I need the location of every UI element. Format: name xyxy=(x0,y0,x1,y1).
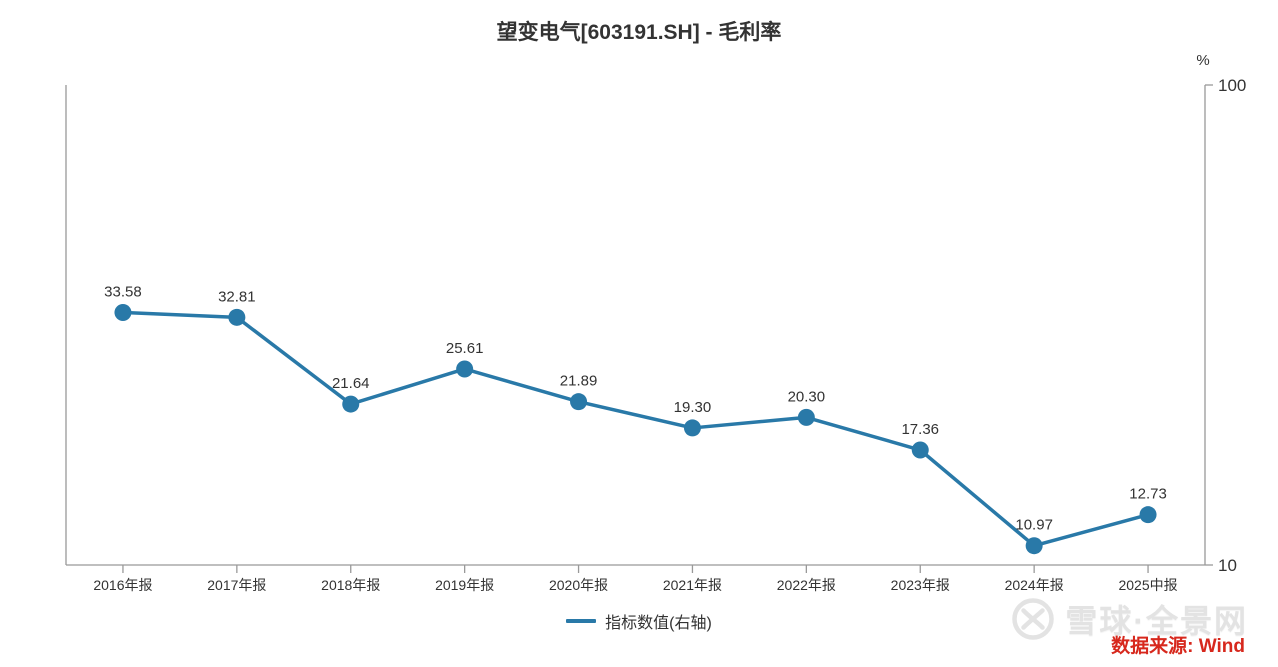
data-point[interactable] xyxy=(228,308,246,326)
x-axis-tick-label: 2016年报 xyxy=(93,577,152,593)
data-point[interactable] xyxy=(570,393,588,411)
series-line[interactable] xyxy=(121,310,1150,548)
x-axis-tick-label: 2023年报 xyxy=(891,577,950,593)
data-point-label: 20.30 xyxy=(788,388,826,405)
x-axis-tick-label: 2017年报 xyxy=(207,577,266,593)
data-point-label: 32.81 xyxy=(218,288,256,305)
legend-line-swatch xyxy=(566,619,597,623)
data-point-label: 17.36 xyxy=(901,421,939,438)
data-point[interactable] xyxy=(1139,506,1157,524)
data-point-label: 12.73 xyxy=(1129,486,1167,503)
data-point[interactable] xyxy=(683,419,701,437)
data-point[interactable] xyxy=(797,408,815,426)
data-point-label: 21.64 xyxy=(332,375,370,392)
data-point[interactable] xyxy=(911,441,929,459)
data-point-label: 10.97 xyxy=(1015,517,1053,534)
chart-title: 望变电气[603191.SH] - 毛利率 xyxy=(496,21,782,44)
data-point[interactable] xyxy=(456,360,474,378)
data-point-label: 19.30 xyxy=(674,399,712,416)
legend-label: 指标数值(右轴) xyxy=(605,615,712,632)
x-axis-tick-label: 2020年报 xyxy=(549,577,608,593)
data-source: 数据来源: Wind xyxy=(1111,636,1245,657)
legend-item[interactable]: 指标数值(右轴) xyxy=(566,609,712,633)
legend: 指标数值(右轴) xyxy=(0,609,1278,633)
x-axis-tick-label: 2024年报 xyxy=(1005,577,1064,593)
x-axis-tick-label: 2025中报 xyxy=(1118,577,1177,593)
x-axis-tick-label: 2019年报 xyxy=(435,577,494,593)
data-point-label: 21.89 xyxy=(560,373,598,390)
data-point[interactable] xyxy=(114,303,132,321)
data-point-label: 33.58 xyxy=(104,283,142,300)
x-axis-tick-label: 2018年报 xyxy=(321,577,380,593)
data-point-label: 25.61 xyxy=(446,340,484,357)
data-point[interactable] xyxy=(1025,537,1043,555)
y-axis-unit-label: % xyxy=(1196,52,1209,69)
data-point[interactable] xyxy=(342,395,360,413)
x-axis-tick-label: 2021年报 xyxy=(663,577,722,593)
y-axis-tick-label: 10 xyxy=(1218,556,1237,575)
y-axis-tick-label: 100 xyxy=(1218,76,1246,95)
x-axis-tick-label: 2022年报 xyxy=(777,577,836,593)
